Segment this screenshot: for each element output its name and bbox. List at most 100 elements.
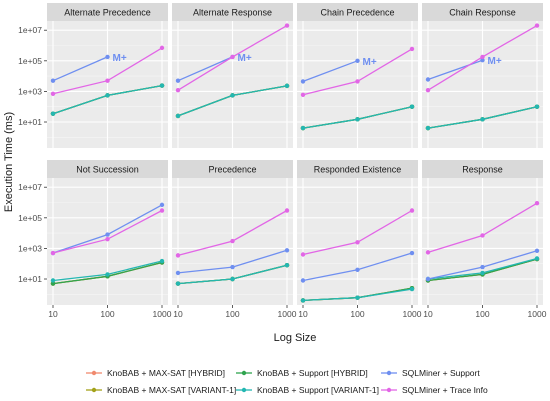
legend-item: KnoBAB + MAX-SAT [VARIANT-1] xyxy=(86,385,236,395)
y-tick-label: 1e+01 xyxy=(18,274,42,284)
data-point xyxy=(105,54,110,60)
panel-strip xyxy=(172,3,293,21)
data-point xyxy=(230,238,235,244)
data-point xyxy=(105,236,110,242)
data-point xyxy=(480,233,485,238)
data-point xyxy=(284,83,290,89)
data-point xyxy=(355,295,360,300)
x-tick-label: 1000 xyxy=(278,309,297,319)
y-tick-label: 1e+07 xyxy=(18,25,42,35)
data-point xyxy=(425,77,431,82)
data-point xyxy=(534,23,540,28)
data-point xyxy=(159,208,165,213)
y-axis-label: Execution Time (ms) xyxy=(3,112,15,212)
data-point xyxy=(284,248,290,253)
data-point xyxy=(300,79,306,84)
facet-panel: Chain Response M+ xyxy=(422,3,543,148)
panel-strip xyxy=(422,160,543,178)
data-point xyxy=(425,276,431,282)
data-point xyxy=(534,248,540,253)
panel-strip xyxy=(47,160,168,178)
y-tick-label: 1e+03 xyxy=(18,86,42,96)
x-tick-label: 10 xyxy=(173,309,183,319)
panel-title: Not Succession xyxy=(76,165,139,175)
facet-panel: Not Succession 1e+01 1e+03 1e+05 1e+07 10 100 1… xyxy=(18,160,172,319)
data-point xyxy=(175,270,181,276)
data-point xyxy=(480,54,485,60)
data-point xyxy=(425,250,431,255)
data-point xyxy=(159,202,165,208)
legend: KnoBAB + MAX-SAT [HYBRID] KnoBAB + MAX-SA… xyxy=(86,368,488,395)
x-tick-label: 100 xyxy=(225,309,239,319)
data-point xyxy=(425,87,431,93)
x-tick-label: 100 xyxy=(100,309,114,319)
legend-item: SQLMiner + Trace Info xyxy=(381,385,488,395)
data-point xyxy=(534,256,540,261)
data-point xyxy=(105,232,110,237)
legend-label: SQLMiner + Trace Info xyxy=(402,385,488,395)
data-point xyxy=(50,78,56,83)
data-point xyxy=(300,252,306,257)
series-line xyxy=(302,60,358,83)
panel-title: Chain Precedence xyxy=(320,8,394,18)
legend-label: SQLMiner + Support xyxy=(402,368,480,378)
y-tick-label: 1e+03 xyxy=(18,243,42,253)
data-point xyxy=(284,208,290,213)
series-line xyxy=(177,56,233,82)
annotation-label: M+ xyxy=(113,53,127,64)
facet-panel: Precedence 10 100 1000 xyxy=(172,160,297,319)
data-point xyxy=(409,104,415,109)
data-point xyxy=(175,87,181,93)
legend-key-point xyxy=(91,387,97,393)
x-tick-label: 1000 xyxy=(153,309,172,319)
data-point xyxy=(300,298,306,303)
annotation-label: M+ xyxy=(363,57,377,68)
x-tick-label: 1000 xyxy=(403,309,422,319)
data-point xyxy=(230,276,235,282)
panel-title: Response xyxy=(462,165,503,175)
data-point xyxy=(230,54,235,60)
data-point xyxy=(230,93,235,98)
panel-strip xyxy=(172,160,293,178)
legend-item: KnoBAB + Support [VARIANT-1] xyxy=(236,385,379,395)
legend-key-point xyxy=(91,370,97,376)
data-point xyxy=(355,79,360,84)
series-line xyxy=(427,59,483,81)
facet-panel: Alternate Precedence 1e+01 1e+03 1e+05 1e+07… xyxy=(18,3,168,148)
facet-panel: Chain Precedence M+ xyxy=(297,3,418,148)
x-tick-label: 1000 xyxy=(528,309,547,319)
panel-strip xyxy=(47,3,168,21)
x-tick-label: 10 xyxy=(48,309,58,319)
data-point xyxy=(105,78,110,83)
data-point xyxy=(355,58,360,64)
annotation-label: M+ xyxy=(238,53,252,64)
x-tick-label: 10 xyxy=(298,309,308,319)
legend-label: KnoBAB + Support [VARIANT-1] xyxy=(257,385,379,395)
data-point xyxy=(175,253,181,258)
legend-label: KnoBAB + MAX-SAT [HYBRID] xyxy=(107,368,225,378)
data-point xyxy=(409,250,415,256)
data-point xyxy=(50,278,56,283)
data-point xyxy=(534,201,540,206)
legend-key-point xyxy=(241,387,247,393)
chart-panels: Alternate Precedence 1e+01 1e+03 1e+05 1e+07… xyxy=(18,3,547,319)
x-tick-label: 100 xyxy=(350,309,364,319)
data-point xyxy=(284,23,290,28)
legend-label: KnoBAB + Support [HYBRID] xyxy=(257,368,368,378)
panel-title: Precedence xyxy=(208,165,256,175)
facet-panel: Alternate Response M+ xyxy=(172,3,293,148)
series-line xyxy=(52,56,108,82)
data-point xyxy=(105,272,110,277)
panel-title: Alternate Precedence xyxy=(64,8,151,18)
data-point xyxy=(175,281,181,286)
panel-title: Alternate Response xyxy=(193,8,272,18)
legend-key-point xyxy=(386,387,392,393)
data-point xyxy=(355,117,360,122)
panel-title: Responded Existence xyxy=(314,165,402,175)
data-point xyxy=(480,57,485,63)
y-tick-label: 1e+05 xyxy=(18,213,42,223)
y-tick-label: 1e+01 xyxy=(18,117,42,127)
x-tick-label: 10 xyxy=(423,309,433,319)
data-point xyxy=(159,83,165,88)
